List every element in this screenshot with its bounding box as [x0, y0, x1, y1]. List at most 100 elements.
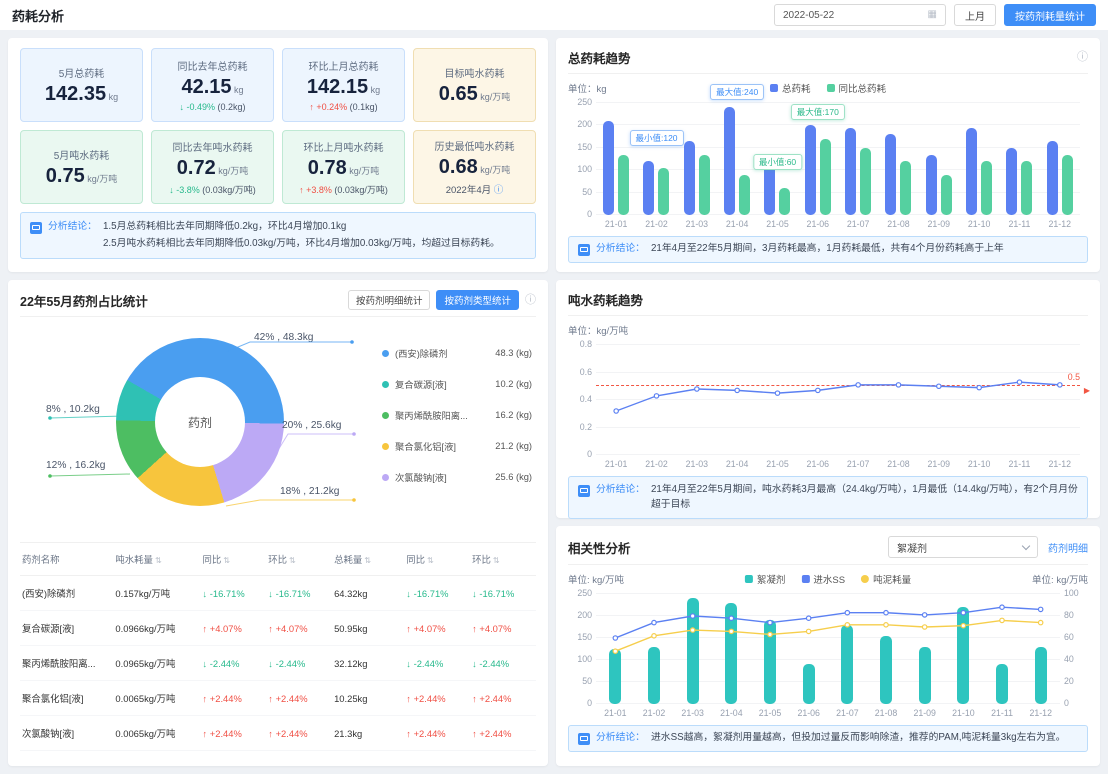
sort-icon[interactable]: ⇅ [364, 556, 371, 565]
calendar-icon[interactable]: ▦ [927, 9, 937, 20]
bar-絮凝剂[interactable] [918, 646, 931, 704]
table-cell: ↓ -2.44% [200, 645, 267, 681]
bar-group [1021, 594, 1060, 704]
chart-annotation: 最小值:120 [629, 129, 684, 146]
bar-总药耗[interactable] [1046, 141, 1058, 215]
bar-絮凝剂[interactable] [802, 664, 815, 704]
prev-month-button[interactable]: 上月 [954, 4, 996, 26]
bar-絮凝剂[interactable] [648, 646, 660, 704]
table-cell: 复合碳源[液] [20, 610, 114, 646]
bar-group [751, 594, 790, 704]
x-axis-label: 21-01 [604, 459, 628, 469]
table-row[interactable]: 聚丙烯酰胺阳离... 0.0965kg/万吨 ↓ -2.44% ↓ -2.44% 32.… [20, 645, 536, 681]
column-header[interactable]: 同比 ⇅ [404, 542, 471, 576]
bar-絮凝剂[interactable] [957, 607, 970, 704]
bar-絮凝剂[interactable] [764, 620, 777, 704]
bar-絮凝剂[interactable] [841, 624, 854, 704]
pie-legend-item[interactable]: 复合碳源[液] 10.2 (kg) [382, 377, 532, 391]
legend-item[interactable]: 絮凝剂 [744, 572, 785, 586]
x-axis-label: 21-12 [1029, 708, 1052, 718]
bar-同比总药耗[interactable] [819, 138, 831, 215]
bar-总药耗[interactable] [724, 107, 736, 215]
target-line [596, 385, 1080, 387]
bar-总药耗[interactable] [764, 154, 776, 215]
x-axis-label: 21-11 [1008, 459, 1031, 469]
by-chemical-detail-button[interactable]: 按药剂明细统计 [347, 290, 431, 310]
info-icon[interactable]: ⓘ [493, 185, 504, 196]
bar-同比总药耗[interactable] [860, 147, 872, 215]
info-icon[interactable]: ⓘ [525, 293, 536, 306]
bar-絮凝剂[interactable] [686, 598, 699, 704]
by-chemical-consumption-button[interactable]: 按药剂耗量统计 [1004, 4, 1096, 26]
bar-同比总药耗[interactable] [698, 154, 710, 215]
column-header[interactable]: 总耗量 ⇅ [332, 542, 405, 576]
y-tick: 0.8 [579, 339, 592, 349]
x-axis-label: 21-09 [927, 459, 951, 469]
bar-絮凝剂[interactable] [996, 664, 1009, 704]
column-header[interactable]: 同比 ⇅ [200, 542, 267, 576]
kpi-note: 2022年4月 ⓘ [445, 185, 504, 196]
x-axis-label: 21-12 [1048, 459, 1072, 469]
page-title: 药耗分析 [12, 8, 65, 24]
by-chemical-type-button[interactable]: 按药剂类型统计 [436, 290, 519, 310]
bar-絮凝剂[interactable] [1034, 646, 1047, 704]
column-header[interactable]: 环比 ⇅ [470, 542, 536, 576]
bar-絮凝剂[interactable] [880, 635, 893, 704]
info-icon[interactable]: ⓘ [1077, 51, 1088, 63]
x-axis-label: 21-05 [766, 219, 789, 229]
legend-item[interactable]: 吨泥耗量 [861, 572, 911, 586]
bar-絮凝剂[interactable] [725, 602, 738, 704]
bar-同比总药耗[interactable] [1061, 154, 1073, 215]
bar-絮凝剂[interactable] [609, 649, 622, 704]
bar-总药耗[interactable] [643, 161, 655, 215]
bar-总药耗[interactable] [603, 120, 615, 215]
bar-总药耗[interactable] [804, 125, 816, 215]
bar-同比总药耗[interactable] [618, 154, 630, 215]
chemical-detail-link[interactable]: 药剂明细 [1048, 543, 1088, 555]
y-tick: 0.2 [579, 421, 592, 432]
date-picker[interactable]: 2022-05-22 ▦ [774, 4, 946, 26]
table-row[interactable]: 次氯酸钠[液] 0.0065kg/万吨 ↑ +2.44% ↑ +2.44% 21.3kg… [20, 715, 536, 751]
pie-legend-item[interactable]: 次氯酸钠[液] 25.6 (kg) [382, 470, 532, 484]
sort-icon[interactable]: ⇅ [154, 556, 162, 565]
legend-item[interactable]: 同比总药耗 [826, 81, 886, 95]
pie-legend-item[interactable]: (西安)除磷剂 48.3 (kg) [382, 346, 532, 360]
donut-ring[interactable]: 药剂 [116, 338, 284, 506]
sort-icon[interactable]: ⇅ [289, 556, 296, 565]
bar-同比总药耗[interactable] [900, 161, 912, 215]
sort-icon[interactable]: ⇅ [427, 556, 434, 565]
bar-同比总药耗[interactable] [1021, 161, 1033, 215]
x-axis-label: 21-11 [991, 708, 1013, 718]
bar-总药耗[interactable] [925, 154, 937, 215]
legend-value: 25.6 (kg) [495, 472, 532, 482]
kpi-analysis-conclusion: 分析结论： 1.5月总药耗相比去年同期降低0.2kg，环比4月增加0.1kg 2.… [20, 212, 536, 260]
sort-icon[interactable]: ⇅ [492, 556, 500, 565]
bar-总药耗[interactable] [845, 127, 857, 215]
column-header[interactable]: 吨水耗量 ⇅ [113, 542, 201, 576]
column-header[interactable]: 环比 ⇅ [266, 542, 333, 576]
pie-legend-item[interactable]: 聚合氯化铝[液] 21.2 (kg) [382, 439, 532, 453]
sort-icon[interactable]: ⇅ [223, 556, 230, 565]
x-axis-label: 21-02 [645, 219, 668, 229]
bar-总药耗[interactable] [885, 134, 897, 215]
bar-同比总药耗[interactable] [779, 188, 791, 215]
bar-同比总药耗[interactable] [981, 161, 993, 215]
chemical-select[interactable]: 絮凝剂 [888, 536, 1038, 558]
legend-item[interactable]: 进水SS [801, 572, 845, 586]
x-axis-label: 21-10 [967, 459, 991, 469]
panel-kpi: 5月总药耗 142.35 kg 同比去年总药耗 42.15 kg ↓ -0.49% (0… [8, 38, 548, 272]
bar-总药耗[interactable] [1006, 147, 1018, 215]
bar-总药耗[interactable] [683, 141, 695, 215]
legend-item[interactable]: 总药耗 [769, 81, 811, 95]
table-row[interactable]: (西安)除磷剂 0.157kg/万吨 ↓ -16.71% ↓ -16.71% 64.32… [20, 575, 536, 611]
table-row[interactable]: 聚合氯化铝[液] 0.0065kg/万吨 ↑ +2.44% ↑ +2.44% 10.25… [20, 680, 536, 716]
legend-value: 48.3 (kg) [495, 348, 532, 358]
table-row[interactable]: 复合碳源[液] 0.0966kg/万吨 ↑ +4.07% ↑ +4.07% 50.95k… [20, 610, 536, 646]
pie-legend-item[interactable]: 聚丙烯酰胺阳离... 16.2 (kg) [382, 408, 532, 422]
bar-同比总药耗[interactable] [658, 167, 670, 215]
bar-同比总药耗[interactable] [940, 174, 952, 215]
x-axis-label: 21-04 [725, 459, 749, 469]
bar-同比总药耗[interactable] [739, 174, 751, 215]
bar-总药耗[interactable] [966, 127, 978, 215]
column-header[interactable]: 药剂名称 [20, 542, 114, 576]
